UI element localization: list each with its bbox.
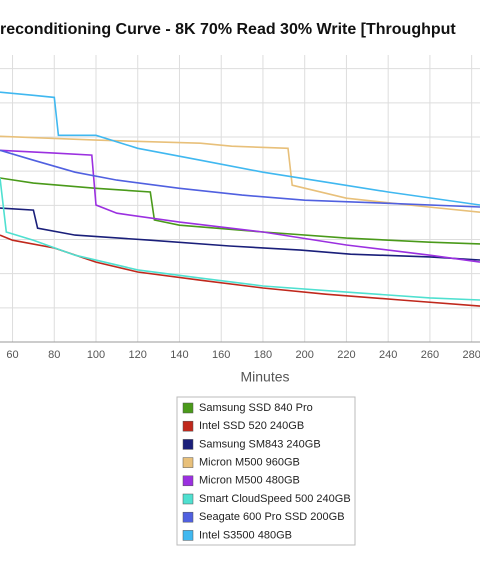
legend-swatch	[182, 530, 194, 541]
x-tick-label: 220	[337, 349, 355, 361]
legend-label: Intel S3500 480GB	[199, 529, 292, 541]
legend-label: Samsung SM843 240GB	[199, 438, 321, 450]
x-tick-label: 60	[6, 349, 18, 361]
x-tick-label: 240	[379, 349, 397, 361]
legend-label: Micron M500 960GB	[199, 457, 300, 469]
x-tick-label: 180	[254, 349, 272, 361]
legend-swatch	[182, 511, 194, 523]
series-line	[0, 135, 480, 213]
x-tick-label: 280	[462, 349, 480, 361]
legend-swatch	[182, 457, 194, 468]
x-tick-label: 140	[170, 349, 188, 361]
series-line	[0, 177, 480, 245]
legend-label: Samsung SSD 840 Pro	[199, 402, 313, 414]
series-line	[0, 177, 480, 301]
series-line	[0, 91, 480, 206]
series-line	[0, 149, 480, 263]
legend-swatch	[182, 402, 194, 414]
x-tick-label: 160	[212, 349, 230, 361]
x-tick-label: 100	[87, 349, 105, 361]
legend-label: Seagate 600 Pro SSD 200GB	[199, 511, 345, 523]
series-line	[0, 234, 480, 307]
plot-area	[0, 55, 480, 343]
legend-swatch	[182, 420, 194, 432]
legend-swatch	[182, 439, 194, 450]
legend-label: Intel SSD 520 240GB	[199, 420, 304, 432]
x-tick-label: 260	[421, 349, 439, 361]
x-axis-label: Minutes	[240, 369, 289, 385]
x-tick-label: 200	[296, 349, 314, 361]
chart-title: reconditioning Curve - 8K 70% Read 30% W…	[0, 21, 456, 38]
series-line	[0, 149, 480, 208]
legend-box	[176, 396, 356, 546]
legend-swatch	[182, 475, 194, 487]
series-line	[0, 207, 480, 261]
legend-swatch	[182, 493, 194, 505]
legend-label: Micron M500 480GB	[199, 475, 300, 487]
legend-label: Smart CloudSpeed 500 240GB	[199, 493, 351, 505]
x-tick-label: 80	[48, 349, 60, 361]
x-tick-label: 120	[129, 349, 147, 361]
